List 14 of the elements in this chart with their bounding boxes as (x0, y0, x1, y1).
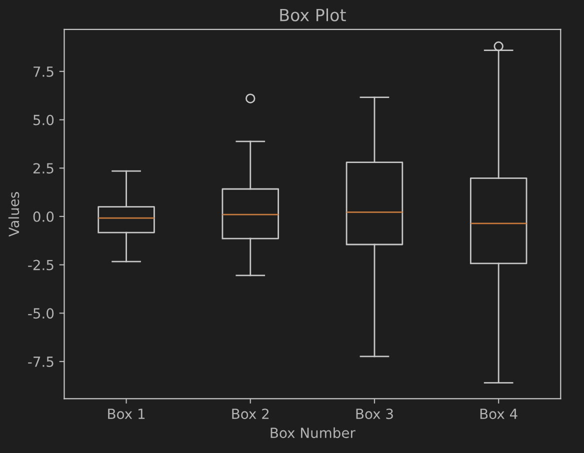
y-tick-label: 5.0 (34, 114, 54, 126)
y-axis-title: Values (8, 192, 20, 237)
chart-title: Box Plot (280, 8, 346, 22)
x-tick-label: Box 4 (480, 408, 518, 420)
y-tick-label: 0.0 (33, 211, 54, 222)
x-axis-title: Box Number (270, 427, 356, 438)
y-tick-label: 2.5 (33, 163, 54, 174)
y-tick-label: 7.5 (34, 66, 54, 77)
y-tick-label: -7.5 (28, 356, 54, 367)
y-tick-label: -2.5 (28, 260, 54, 270)
x-tick-label: Box 1 (108, 408, 145, 420)
x-tick-label: Box 3 (356, 408, 393, 420)
y-tick-label: -5.0 (28, 308, 54, 319)
x-tick-label: Box 2 (232, 408, 269, 420)
